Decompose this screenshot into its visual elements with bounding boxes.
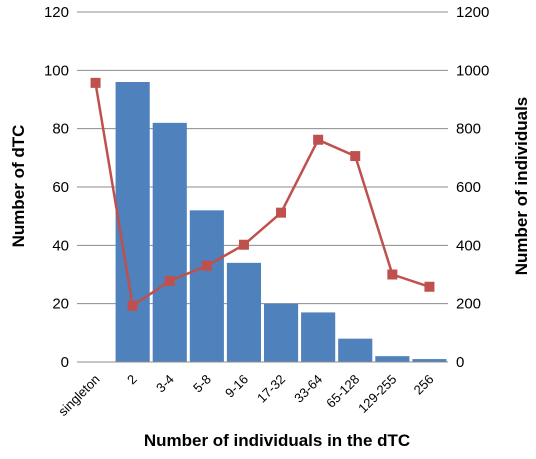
- x-tick-label-256: 256: [411, 372, 437, 398]
- y-tick-label-100: 100: [44, 62, 69, 79]
- line-marker-17-32: [276, 207, 287, 218]
- bar-3-4: [152, 122, 187, 362]
- x-tick-label-17-32: 17-32: [254, 372, 288, 406]
- x-tick-label-5-8: 5-8: [190, 372, 214, 396]
- bar-9-16: [226, 262, 262, 362]
- y-axis-right-title: Number of individuals: [512, 97, 531, 276]
- line-marker-singleton: [90, 77, 101, 88]
- y-tick-label-60: 60: [52, 179, 69, 196]
- y-axis-left-ticks: 0 20 40 60 80 100 120: [44, 4, 69, 371]
- line-marker-65-128: [350, 151, 361, 162]
- bar-65-128: [338, 338, 373, 362]
- y2-tick-label-800: 800: [456, 121, 481, 138]
- x-axis-title: Number of individuals in the dTC: [144, 431, 410, 450]
- line-series: [90, 77, 435, 311]
- line-marker-33-64: [313, 134, 324, 145]
- y-tick-label-80: 80: [52, 121, 69, 138]
- x-tick-label-3-4: 3-4: [153, 372, 177, 396]
- line-marker-9-16: [238, 239, 249, 250]
- bar-series: [115, 82, 447, 362]
- y-tick-label-0: 0: [61, 354, 69, 371]
- x-tick-label-9-16: 9-16: [222, 372, 251, 401]
- y-tick-label-40: 40: [52, 237, 69, 254]
- y-tick-label-120: 120: [44, 4, 69, 21]
- x-tick-label-singleton: singleton: [55, 372, 102, 419]
- y2-tick-label-1000: 1000: [456, 62, 489, 79]
- x-tick-label-2: 2: [124, 372, 140, 388]
- y2-tick-label-600: 600: [456, 179, 481, 196]
- bar-256: [412, 359, 447, 362]
- x-axis-ticks: singleton 2 3-4 5-8 9-16 17-32 33-6465-128129-…: [55, 372, 436, 419]
- x-tick-label-129-255: 129-255: [355, 372, 399, 416]
- line-marker-256: [424, 281, 435, 292]
- y2-tick-label-200: 200: [456, 296, 481, 313]
- y2-tick-label-400: 400: [456, 237, 481, 254]
- y2-tick-label-0: 0: [456, 354, 464, 371]
- line-marker-3-4: [164, 275, 175, 286]
- y-axis-left-title: Number of dTC: [9, 125, 28, 248]
- y-axis-right-ticks: 0 200 400 600 800 1000 1200: [456, 4, 489, 371]
- line-marker-2: [127, 300, 138, 311]
- line-marker-129-255: [387, 269, 398, 280]
- line-path: [94, 82, 430, 307]
- y2-tick-label-1200: 1200: [456, 4, 489, 21]
- bar-2: [115, 82, 150, 362]
- bar-5-8: [189, 210, 224, 362]
- bar-33-64: [301, 312, 336, 362]
- line-marker-5-8: [201, 260, 212, 271]
- bar-129-255: [375, 356, 410, 362]
- bar-17-32: [263, 303, 299, 362]
- y-tick-label-20: 20: [52, 296, 69, 313]
- x-tick-label-33-64: 33-64: [291, 372, 325, 406]
